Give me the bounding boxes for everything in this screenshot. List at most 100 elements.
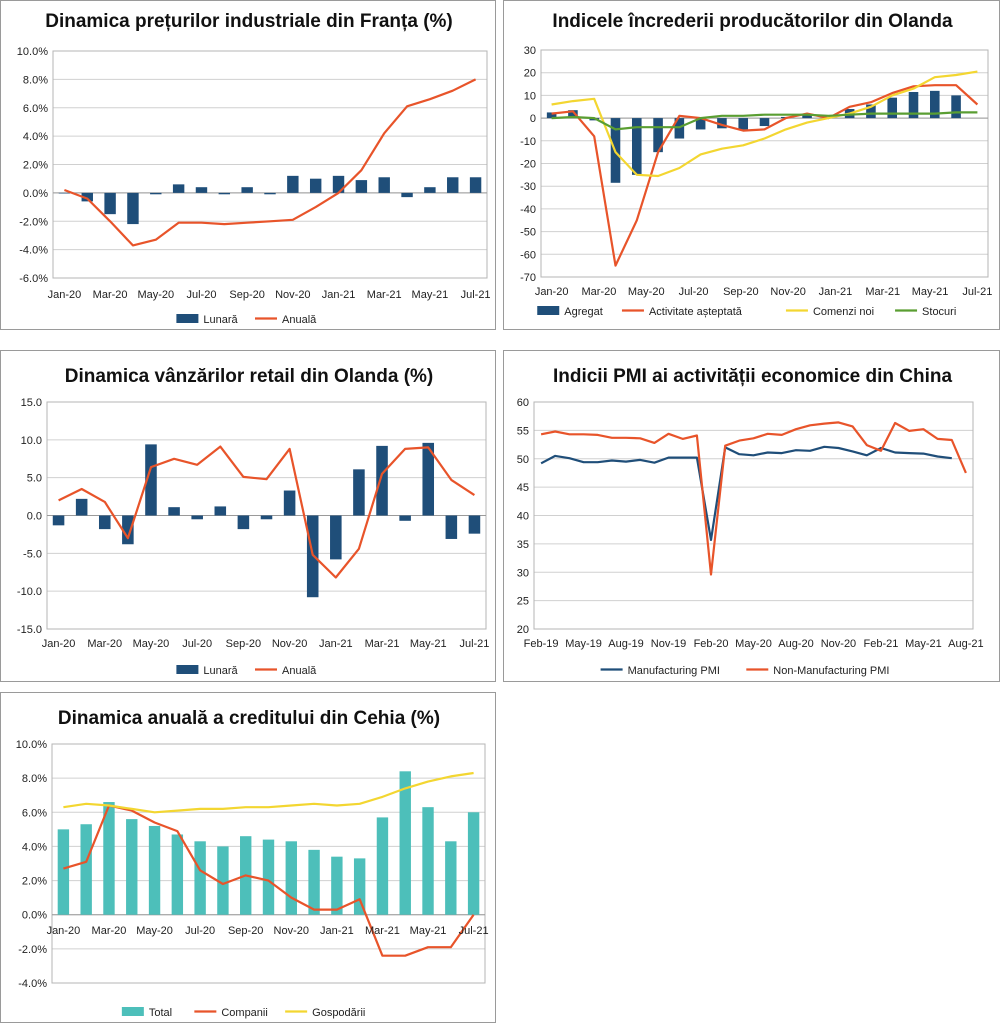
y-tick-label: -70: [520, 272, 536, 284]
bar-Lunară: [424, 187, 436, 193]
y-tick-label: 10: [524, 90, 536, 102]
x-tick-label: Jan-20: [48, 289, 82, 301]
legend-swatch: [176, 314, 199, 323]
bar-Lunară: [445, 515, 458, 539]
y-tick-label: 8.0%: [23, 74, 48, 86]
bar-Lunară: [122, 515, 134, 545]
bar-Lunară: [287, 175, 299, 193]
y-tick-label: 2.0%: [22, 876, 47, 888]
bar-Lunară: [168, 507, 180, 516]
x-tick-label: Sep-20: [229, 289, 264, 301]
chart-netherlands-retail-sales: Dinamica vânzărilor retail din Olanda (%…: [17, 366, 490, 677]
y-tick-label: 6.0%: [23, 103, 48, 115]
x-tick-label: Jul-20: [185, 925, 215, 937]
plot-frame: [51, 743, 486, 984]
chart-panel-netherlands-retail-sales: Dinamica vânzărilor retail din Olanda (%…: [0, 350, 496, 682]
x-tick-label: Sep-20: [226, 638, 261, 650]
legend-label: Companii: [221, 1007, 267, 1019]
x-tick-label: Mar-20: [87, 638, 122, 650]
y-tick-label: -60: [520, 249, 536, 261]
bar-Total: [103, 802, 115, 915]
x-tick-label: May-21: [905, 638, 942, 650]
bar-Lunară: [309, 178, 322, 193]
bar-Lunară: [332, 175, 345, 193]
x-tick-label: Jul-20: [679, 286, 709, 298]
bar-Lunară: [469, 177, 482, 193]
bar-Lunară: [104, 192, 116, 215]
x-tick-label: Jan-21: [319, 638, 353, 650]
y-tick-label: -20: [520, 159, 536, 171]
bar-Lunară: [399, 515, 411, 521]
bar-Total: [57, 829, 70, 915]
y-tick-label: 50: [517, 454, 529, 466]
y-tick-label: 15.0: [21, 397, 42, 409]
x-tick-label: Feb-19: [524, 638, 559, 650]
y-tick-label: 10.0%: [17, 46, 48, 58]
x-tick-label: Aug-19: [608, 638, 643, 650]
x-tick-label: Jan-21: [320, 925, 354, 937]
x-tick-label: May-19: [565, 638, 602, 650]
bar-Total: [148, 825, 161, 915]
legend-swatch: [176, 665, 199, 674]
x-tick-label: May-21: [410, 638, 447, 650]
bar-Total: [194, 841, 206, 915]
bar-Agregat: [674, 118, 685, 139]
bar-Total: [217, 846, 229, 915]
y-tick-label: 60: [517, 397, 529, 409]
y-tick-label: 6.0%: [22, 807, 47, 819]
x-tick-label: May-20: [136, 925, 173, 937]
bar-Lunară: [127, 192, 139, 225]
x-tick-label: Feb-21: [864, 638, 899, 650]
y-tick-label: 2.0%: [23, 160, 48, 172]
bar-Agregat: [717, 118, 727, 129]
y-tick-label: 0.0%: [23, 188, 48, 200]
chart-panel-netherlands-producer-confidence: Indicele încrederii producătorilor din O…: [503, 0, 1000, 330]
x-tick-label: Jul-20: [182, 638, 212, 650]
bar-Total: [285, 841, 297, 915]
y-tick-label: 20: [517, 624, 529, 636]
x-tick-label: Mar-21: [865, 286, 900, 298]
y-tick-label: 8.0%: [22, 773, 47, 785]
x-tick-label: Mar-20: [582, 286, 617, 298]
bar-Agregat: [568, 110, 578, 119]
chart-title: Indicele încrederii producătorilor din O…: [552, 11, 953, 32]
x-tick-label: May-20: [628, 286, 665, 298]
bar-Lunară: [58, 192, 71, 194]
bar-Agregat: [866, 104, 876, 119]
line-Anuală: [64, 78, 477, 247]
bar-Lunară: [75, 498, 88, 516]
bar-Total: [171, 834, 184, 915]
bar-Lunară: [98, 515, 111, 530]
bar-Lunară: [195, 187, 208, 193]
legend-swatch: [537, 306, 560, 315]
y-tick-label: 0.0%: [22, 910, 47, 922]
x-tick-label: Nov-20: [770, 286, 805, 298]
x-tick-label: Mar-21: [365, 925, 400, 937]
x-tick-label: Jul-20: [186, 289, 216, 301]
y-tick-label: 0.0: [27, 511, 42, 523]
bar-Lunară: [150, 192, 162, 195]
bar-Lunară: [355, 180, 368, 193]
plot-frame: [533, 401, 974, 630]
legend-label: Stocuri: [922, 306, 956, 318]
bar-Lunară: [283, 490, 296, 516]
line-Companii: [63, 804, 475, 957]
line-Stocuri: [551, 111, 978, 131]
y-tick-label: -4.0%: [18, 978, 47, 990]
legend-label: Non-Manufacturing PMI: [773, 665, 889, 677]
y-tick-label: -4.0%: [19, 245, 48, 257]
bar-Lunară: [145, 444, 157, 516]
legend-label: Agregat: [564, 306, 603, 318]
bar-Lunară: [264, 192, 276, 195]
plot-frame: [540, 49, 989, 278]
bar-Lunară: [447, 177, 459, 193]
x-tick-label: Mar-20: [92, 925, 127, 937]
line-Comenzi noi: [551, 70, 978, 178]
x-tick-label: Jul-21: [459, 925, 489, 937]
x-tick-label: Jan-20: [42, 638, 76, 650]
y-tick-label: 25: [517, 596, 529, 608]
line-Activitate așteptată: [551, 84, 979, 267]
x-tick-label: Jan-21: [819, 286, 853, 298]
y-tick-label: 4.0%: [23, 131, 48, 143]
x-tick-label: May-21: [410, 925, 447, 937]
